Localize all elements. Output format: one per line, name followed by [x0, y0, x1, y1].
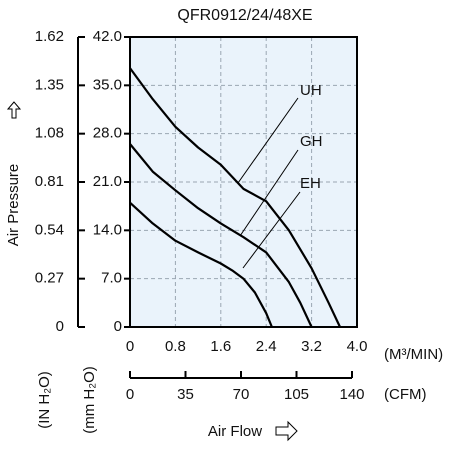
- leader-line: [242, 191, 301, 269]
- y-axis-label: Air Pressure: [5, 164, 22, 247]
- x-tick-label: 1.6: [210, 338, 231, 355]
- series-line: [129, 67, 341, 328]
- x2-tick-label: 105: [284, 386, 309, 403]
- x2-tick-label: 70: [233, 386, 250, 403]
- y2-tick-label: 0: [56, 318, 64, 335]
- leader-line: [239, 149, 299, 237]
- y2-tick-label: 1.35: [35, 76, 64, 93]
- x-tick-label: 4.0: [347, 338, 368, 355]
- y2-tick-label: 1.08: [35, 125, 64, 142]
- x-tick-label: 0.8: [165, 338, 186, 355]
- y-unit: (mm H₂O): [81, 366, 98, 433]
- x-tick-label: 0: [126, 338, 134, 355]
- y-tick-label: 28.0: [93, 125, 122, 142]
- leader-line: [237, 97, 299, 184]
- y2-tick-label: 0.27: [35, 270, 64, 287]
- series-label: EH: [300, 175, 321, 192]
- y-tick-label: 21.0: [93, 173, 122, 190]
- x-unit: (M³/MIN): [384, 346, 443, 363]
- x-tick-label: 2.4: [256, 338, 277, 355]
- x2-tick-label: 0: [126, 386, 134, 403]
- y-tick-label: 0: [114, 318, 122, 335]
- x-arrow: [275, 420, 298, 442]
- x2-unit: (CFM): [384, 386, 426, 403]
- x2-tick-label: 35: [177, 386, 194, 403]
- y-tick-label: 42.0: [93, 28, 122, 45]
- series-label: UH: [300, 82, 322, 99]
- x2-tick-label: 140: [339, 386, 364, 403]
- x-axis-label: Air Flow: [208, 423, 262, 440]
- y-tick-label: 14.0: [93, 221, 122, 238]
- series-line: [129, 143, 313, 328]
- y-tick-label: 7.0: [101, 270, 122, 287]
- series-line: [129, 201, 273, 328]
- y-arrow: [6, 101, 22, 119]
- y2-tick-label: 0.54: [35, 221, 64, 238]
- x-tick-label: 3.2: [301, 338, 322, 355]
- y-tick-label: 35.0: [93, 76, 122, 93]
- series-label: GH: [300, 133, 323, 150]
- y2-tick-label: 1.62: [35, 28, 64, 45]
- chart-title: QFR0912/24/48XE: [177, 7, 312, 24]
- y2-unit: (IN H₂O): [36, 371, 53, 428]
- y2-tick-label: 0.81: [35, 173, 64, 190]
